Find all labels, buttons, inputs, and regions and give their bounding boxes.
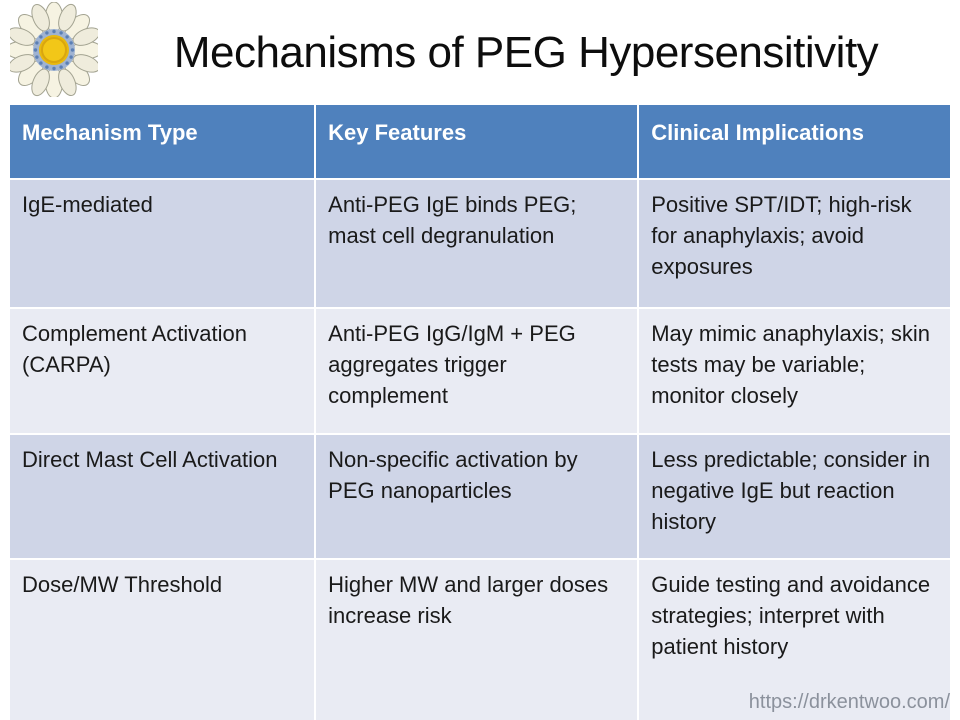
table-cell: Non-specific activation by PEG nanoparti… bbox=[314, 433, 640, 560]
table-cell: Guide testing and avoidance strategies; … bbox=[637, 558, 952, 720]
table-cell: Less predictable; consider in negative I… bbox=[637, 433, 952, 560]
table-cell: Direct Mast Cell Activation bbox=[7, 433, 317, 560]
sunflower-logo-icon bbox=[10, 2, 98, 97]
mechanism-table: Mechanism Type Key Features Clinical Imp… bbox=[7, 103, 952, 720]
table-row: Direct Mast Cell Activation Non-specific… bbox=[7, 433, 952, 560]
table-header-row: Mechanism Type Key Features Clinical Imp… bbox=[7, 103, 952, 180]
table-row: IgE-mediated Anti-PEG IgE binds PEG; mas… bbox=[7, 178, 952, 309]
table-cell: Dose/MW Threshold bbox=[7, 558, 317, 720]
table-cell: Complement Activation (CARPA) bbox=[7, 307, 317, 435]
table-row: Dose/MW Threshold Higher MW and larger d… bbox=[7, 558, 952, 720]
footer-url: https://drkentwoo.com/ bbox=[748, 691, 950, 713]
table-cell: Anti-PEG IgE binds PEG; mast cell degran… bbox=[314, 178, 640, 309]
table-cell: Higher MW and larger doses increase risk bbox=[314, 558, 640, 720]
table-cell: May mimic anaphylaxis; skin tests may be… bbox=[637, 307, 952, 435]
column-header-key-features: Key Features bbox=[314, 103, 640, 180]
table-cell: IgE-mediated bbox=[7, 178, 317, 309]
column-header-clinical-implications: Clinical Implications bbox=[637, 103, 952, 180]
table-cell: Positive SPT/IDT; high-risk for anaphyla… bbox=[637, 178, 952, 309]
column-header-mechanism-type: Mechanism Type bbox=[7, 103, 317, 180]
table-cell: Anti-PEG IgG/IgM + PEG aggregates trigge… bbox=[314, 307, 640, 435]
page-title: Mechanisms of PEG Hypersensitivity bbox=[173, 28, 879, 77]
table-row: Complement Activation (CARPA) Anti-PEG I… bbox=[7, 307, 952, 435]
